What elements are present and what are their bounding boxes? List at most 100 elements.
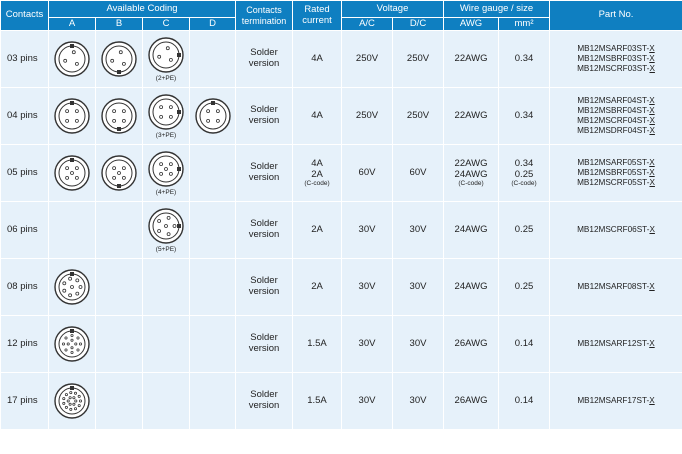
current-note: (C-code) bbox=[304, 179, 330, 187]
mm2-value: 0.34 bbox=[514, 109, 534, 121]
awg-cell: 24AWG bbox=[443, 258, 500, 316]
header-mm2: mm² bbox=[498, 17, 551, 31]
awg-cell: 22AWG bbox=[443, 87, 500, 145]
part-number: MB12MSARF12ST-X bbox=[577, 338, 655, 348]
coding-a-cell bbox=[48, 372, 96, 430]
part-no-cell: MB12MSARF12ST-X bbox=[549, 315, 682, 373]
mm2-cell: 0.14 bbox=[498, 315, 551, 373]
dc-voltage-cell: 30V bbox=[391, 258, 445, 316]
mm2-value-2: 0.25 bbox=[514, 168, 534, 180]
coding-b-cell bbox=[95, 201, 143, 259]
mm2-cell: 0.14 bbox=[498, 372, 551, 430]
coding-b-cell bbox=[95, 30, 143, 88]
coding-b-cell bbox=[95, 87, 143, 145]
current-value: 1.5A bbox=[307, 337, 327, 349]
part-number: MB12MSARF03ST-X bbox=[577, 43, 655, 53]
mm2-cell: 0.25 bbox=[498, 258, 551, 316]
dc-voltage-cell: 250V bbox=[391, 87, 445, 145]
coding-c-cell: (5+PE) bbox=[142, 201, 190, 259]
coding-a-cell bbox=[48, 30, 96, 88]
coding-c-note: (3+PE) bbox=[155, 132, 177, 140]
awg-value: 24AWG bbox=[454, 223, 488, 235]
awg-cell: 22AWG bbox=[443, 30, 500, 88]
awg-cell: 26AWG bbox=[443, 315, 500, 373]
header-coding-c: C bbox=[142, 17, 190, 31]
dc-voltage-cell: 30V bbox=[391, 372, 445, 430]
connector-face-icon bbox=[101, 41, 137, 77]
coding-c-cell bbox=[142, 372, 190, 430]
header-ac: A/C bbox=[341, 17, 393, 31]
awg-cell: 26AWG bbox=[443, 372, 500, 430]
part-no-cell: MB12MSCRF06ST-X bbox=[549, 201, 682, 259]
current-cell: 4A bbox=[292, 87, 342, 145]
ac-voltage-cell: 30V bbox=[341, 201, 393, 259]
header-contacts: Contacts bbox=[0, 0, 49, 31]
table-row: 17 pins Solder version 1.5A 30V 30V 26AWG 0.14… bbox=[0, 372, 682, 430]
mm2-cell: 0.34 bbox=[498, 87, 551, 145]
header-wire-gauge: Wire gauge / size bbox=[443, 0, 551, 18]
current-value: 1.5A bbox=[307, 394, 327, 406]
connector-face-icon bbox=[54, 155, 90, 191]
part-number: MB12MSARF05ST-X bbox=[577, 157, 655, 167]
ac-voltage-cell: 250V bbox=[341, 30, 393, 88]
current-cell: 4A 2A (C-code) bbox=[292, 144, 342, 202]
contacts-cell: 03 pins bbox=[0, 30, 49, 88]
contacts-cell: 12 pins bbox=[0, 315, 49, 373]
part-no-cell: MB12MSARF04ST-X MB12MSBRF04ST-X MB12MSCRF0… bbox=[549, 87, 682, 145]
dc-voltage-cell: 30V bbox=[391, 315, 445, 373]
header-voltage: Voltage bbox=[340, 0, 445, 18]
current-cell: 2A bbox=[292, 258, 342, 316]
table-row: 04 pins (3+PE) Solder version 4A 250V 250V 22A… bbox=[0, 87, 682, 145]
mm2-value: 0.25 bbox=[514, 223, 534, 235]
dc-voltage-cell: 250V bbox=[391, 30, 445, 88]
coding-d-cell bbox=[189, 201, 236, 259]
awg-note: (C-code) bbox=[458, 179, 484, 187]
connector-face-icon bbox=[194, 98, 231, 134]
current-value: 2A bbox=[311, 280, 323, 292]
awg-value: 22AWG bbox=[454, 157, 488, 169]
mm2-value: 0.14 bbox=[514, 337, 534, 349]
coding-c-note: (2+PE) bbox=[155, 75, 177, 83]
contacts-cell: 06 pins bbox=[0, 201, 49, 259]
part-number: MB12MSCRF04ST-X bbox=[577, 116, 655, 125]
coding-c-cell: (3+PE) bbox=[142, 87, 190, 145]
contacts-cell: 04 pins bbox=[0, 87, 49, 145]
current-value: 4A bbox=[311, 52, 323, 64]
coding-c-cell bbox=[142, 315, 190, 373]
connector-face-icon bbox=[54, 326, 90, 362]
termination-cell: Solder version bbox=[235, 258, 293, 316]
awg-cell: 24AWG bbox=[443, 201, 500, 259]
dc-voltage-cell: 30V bbox=[391, 201, 445, 259]
coding-a-cell bbox=[48, 201, 96, 259]
current-cell: 1.5A bbox=[292, 372, 342, 430]
coding-c-note: (4+PE) bbox=[155, 189, 177, 197]
awg-value-2: 24AWG bbox=[454, 168, 488, 180]
table-row: 05 pins (4+PE) Solder version 4A 2A (C-code) 6… bbox=[0, 144, 682, 202]
connector-face-icon bbox=[148, 37, 184, 73]
header-dc: D/C bbox=[391, 17, 445, 31]
current-value: 4A bbox=[311, 109, 323, 121]
termination-cell: Solder version bbox=[235, 372, 293, 430]
part-number: MB12MSCRF05ST-X bbox=[577, 178, 655, 188]
header-awg: AWG bbox=[443, 17, 500, 31]
coding-a-cell bbox=[48, 315, 96, 373]
header-coding-b: B bbox=[95, 17, 143, 31]
mm2-cell: 0.34 bbox=[498, 30, 551, 88]
coding-d-cell bbox=[189, 372, 236, 430]
mm2-value: 0.14 bbox=[514, 394, 534, 406]
mm2-note: (C-code) bbox=[511, 179, 537, 187]
termination-cell: Solder version bbox=[235, 87, 293, 145]
part-number: MB12MSARF08ST-X bbox=[577, 281, 655, 291]
contacts-cell: 17 pins bbox=[0, 372, 49, 430]
coding-d-cell bbox=[189, 87, 236, 145]
current-value-2: 2A bbox=[311, 168, 323, 180]
coding-c-cell: (2+PE) bbox=[142, 30, 190, 88]
current-value: 2A bbox=[311, 223, 323, 235]
connector-face-icon bbox=[54, 269, 90, 305]
table-row: 06 pins (5+PE) Solder version 2A 30V 30V 24AWG… bbox=[0, 201, 682, 259]
coding-d-cell bbox=[189, 30, 236, 88]
part-no-cell: MB12MSARF08ST-X bbox=[549, 258, 682, 316]
coding-d-cell bbox=[189, 258, 236, 316]
connector-spec-table: Contacts Available Coding Contacts termi… bbox=[0, 0, 682, 430]
part-number: MB12MSCRF06ST-X bbox=[577, 224, 655, 234]
